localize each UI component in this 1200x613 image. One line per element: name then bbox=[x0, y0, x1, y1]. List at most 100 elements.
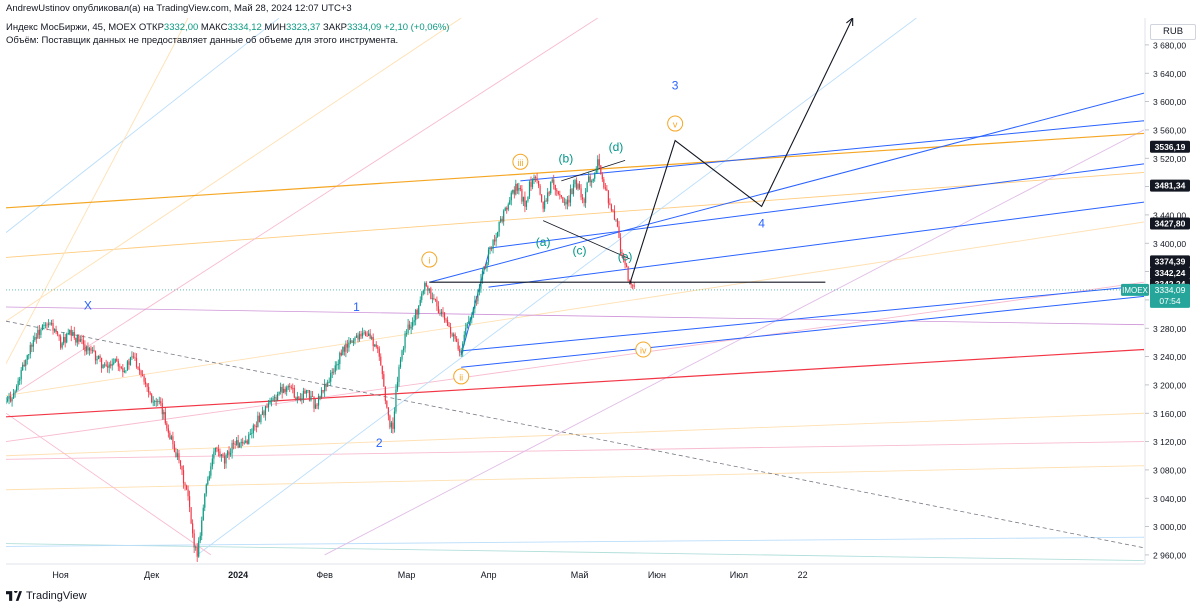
candle-body bbox=[137, 366, 139, 369]
candle-body bbox=[167, 428, 169, 433]
candle-body bbox=[270, 400, 273, 402]
candle-body bbox=[632, 284, 634, 286]
y-tick-label: 3 640,00 bbox=[1153, 69, 1186, 79]
candle bbox=[554, 184, 556, 196]
candle bbox=[40, 328, 42, 339]
candle bbox=[475, 296, 477, 306]
y-tick-label: 3 120,00 bbox=[1153, 437, 1186, 447]
candle-body bbox=[70, 329, 72, 336]
candle bbox=[389, 414, 391, 430]
candle bbox=[629, 279, 631, 283]
candle bbox=[222, 452, 224, 458]
candle-body bbox=[509, 200, 511, 205]
candle bbox=[231, 440, 233, 459]
candle bbox=[295, 396, 297, 401]
candle-body bbox=[425, 282, 427, 287]
candle bbox=[126, 359, 128, 371]
candle-body bbox=[516, 183, 518, 191]
candle bbox=[497, 231, 499, 238]
candle bbox=[178, 450, 180, 464]
candle-body bbox=[195, 546, 197, 548]
candle-body bbox=[487, 249, 490, 263]
candle bbox=[433, 294, 435, 301]
trendline bbox=[542, 220, 630, 260]
fan-line bbox=[6, 221, 1144, 396]
candle-body bbox=[293, 387, 295, 398]
candle-body bbox=[522, 196, 525, 202]
candle bbox=[135, 353, 138, 369]
candle bbox=[149, 391, 151, 396]
candle-body bbox=[512, 189, 514, 193]
candle-body bbox=[246, 440, 248, 444]
candle bbox=[246, 439, 248, 445]
candle-body bbox=[528, 181, 531, 197]
candle-body bbox=[8, 396, 10, 400]
candle bbox=[615, 219, 617, 222]
candle-body bbox=[515, 183, 517, 195]
candle-body bbox=[273, 397, 276, 399]
candle bbox=[307, 389, 309, 394]
candle bbox=[366, 331, 368, 337]
candle-body bbox=[281, 386, 283, 393]
candle-body bbox=[283, 388, 285, 393]
candle-body bbox=[108, 364, 110, 368]
candle bbox=[192, 519, 194, 538]
candle-body bbox=[166, 423, 168, 429]
candle-body bbox=[337, 364, 339, 365]
candle-body bbox=[19, 379, 21, 381]
fan-line bbox=[6, 281, 1144, 443]
candle bbox=[361, 327, 364, 339]
candle bbox=[304, 388, 306, 394]
candle-body bbox=[204, 493, 206, 508]
candle-body bbox=[286, 387, 288, 392]
candle bbox=[175, 447, 177, 458]
candle-body bbox=[123, 370, 125, 373]
candle bbox=[22, 362, 24, 371]
candle bbox=[310, 390, 312, 402]
candle bbox=[518, 182, 520, 195]
candle bbox=[202, 504, 204, 521]
candle bbox=[211, 454, 213, 470]
candle-body bbox=[102, 364, 104, 369]
candle bbox=[575, 177, 578, 190]
candle-body bbox=[37, 329, 39, 339]
candle-body bbox=[536, 177, 538, 181]
candle bbox=[195, 545, 197, 551]
candle bbox=[196, 542, 198, 562]
candle-body bbox=[20, 370, 22, 380]
currency-selector[interactable]: RUB bbox=[1150, 24, 1196, 40]
candle-body bbox=[618, 226, 620, 238]
candle bbox=[374, 344, 376, 348]
footer-brand[interactable]: TradingView bbox=[6, 590, 87, 602]
y-tick-label: 3 600,00 bbox=[1153, 97, 1186, 107]
candle-body bbox=[252, 425, 254, 434]
candle-body bbox=[507, 204, 509, 210]
candle bbox=[125, 370, 127, 374]
candle-body bbox=[64, 336, 66, 343]
candle bbox=[34, 332, 36, 342]
wave-label-circle bbox=[453, 368, 470, 385]
price-badge-value: 3342,24 bbox=[1155, 268, 1186, 278]
candle bbox=[50, 319, 53, 326]
trendline bbox=[461, 285, 1144, 352]
candle bbox=[449, 322, 452, 339]
candle bbox=[251, 428, 253, 439]
candle-body bbox=[399, 359, 402, 368]
candle-body bbox=[572, 184, 575, 195]
wave-label: i bbox=[421, 251, 438, 268]
candle-body bbox=[96, 358, 98, 361]
candle-body bbox=[497, 231, 499, 237]
candle-body bbox=[619, 237, 622, 253]
candle bbox=[601, 172, 603, 183]
candle-body bbox=[257, 415, 259, 428]
candle-body bbox=[116, 358, 118, 362]
candle bbox=[358, 331, 361, 342]
candle bbox=[123, 367, 125, 374]
candle-body bbox=[616, 219, 619, 227]
candle bbox=[522, 196, 525, 207]
candle bbox=[176, 448, 179, 461]
candle bbox=[330, 370, 332, 386]
candle-body bbox=[472, 308, 474, 315]
